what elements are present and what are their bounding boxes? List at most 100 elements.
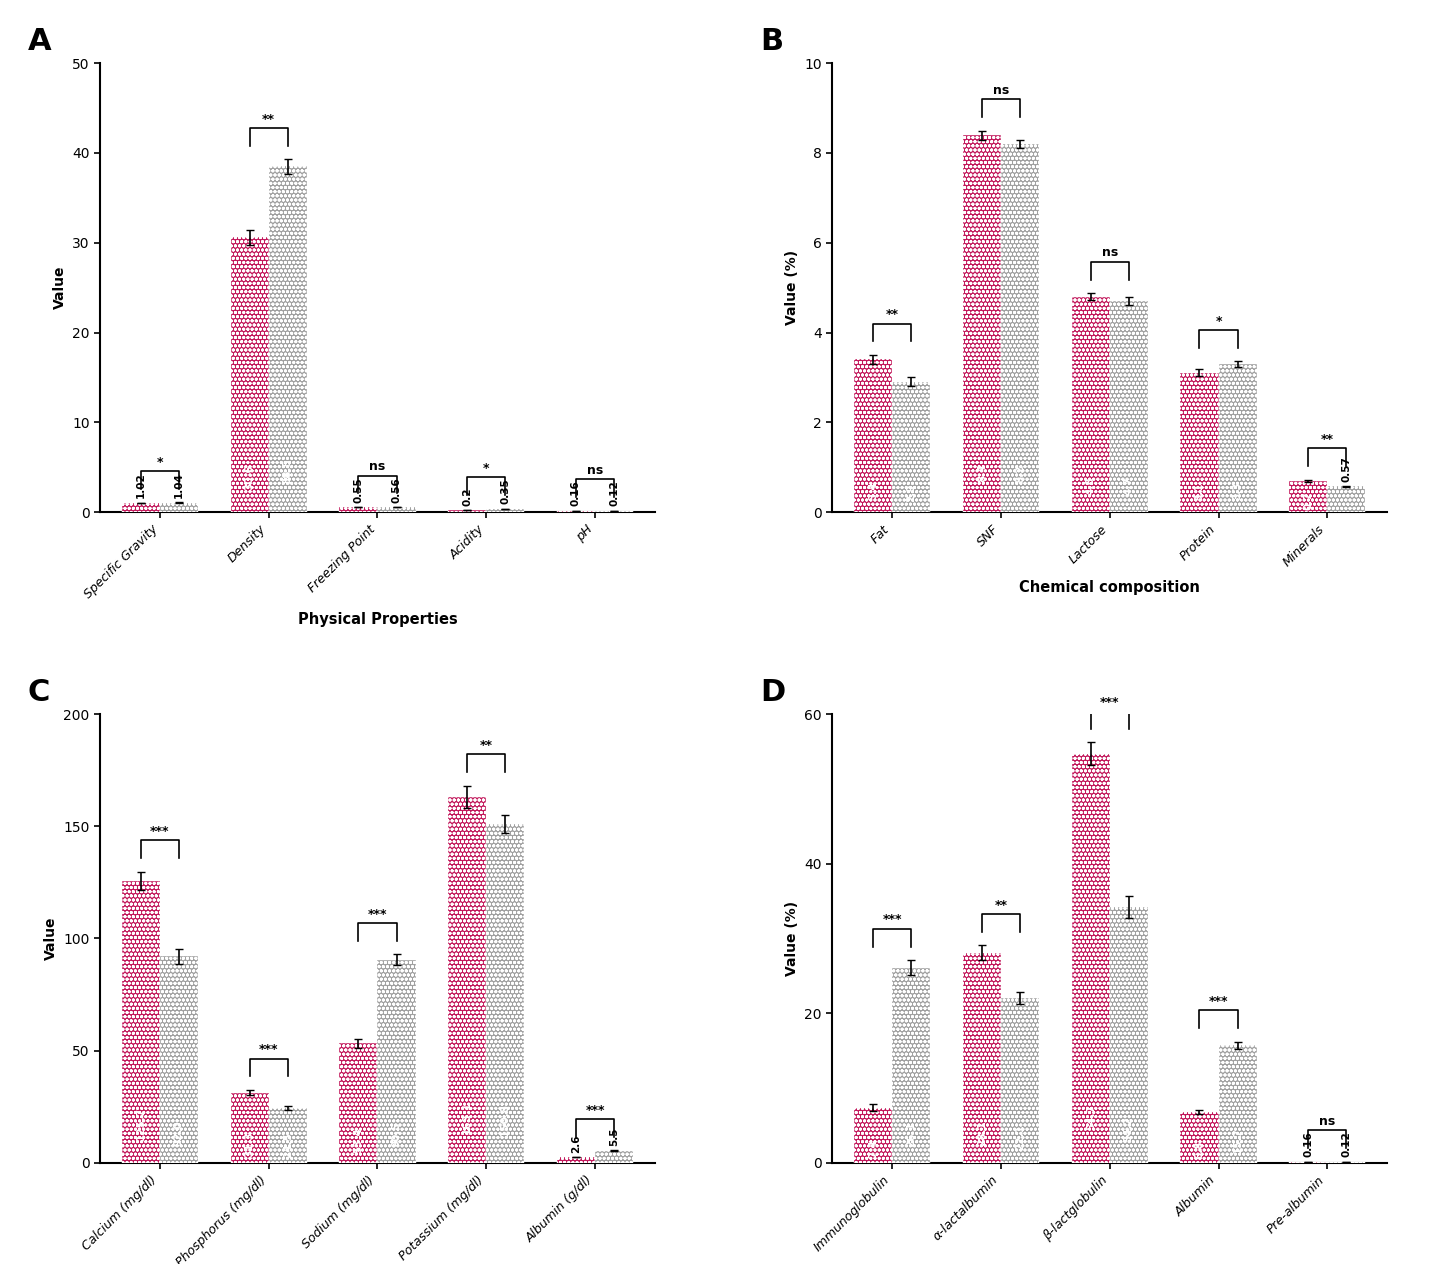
Bar: [1290, 480, 1327, 512]
Text: 5.5: 5.5: [609, 1127, 619, 1146]
Text: 28.1: 28.1: [977, 1120, 987, 1146]
Bar: [486, 509, 525, 512]
Bar: [160, 503, 197, 512]
Bar: [556, 511, 595, 512]
Text: 0.12: 0.12: [609, 480, 619, 507]
Bar: [892, 382, 931, 512]
Bar: [448, 796, 486, 1163]
Bar: [962, 135, 1001, 512]
Y-axis label: Value (%): Value (%): [785, 901, 799, 976]
Bar: [1110, 908, 1148, 1163]
Text: 0.35: 0.35: [500, 479, 511, 504]
Text: *: *: [157, 456, 163, 469]
Text: A: A: [29, 28, 51, 57]
Text: 0.55: 0.55: [353, 477, 363, 503]
Bar: [1001, 144, 1040, 512]
Text: ***: ***: [585, 1103, 605, 1116]
Text: **: **: [1321, 434, 1334, 446]
Text: 163.1: 163.1: [462, 1101, 472, 1134]
Text: 15.7: 15.7: [1233, 1127, 1243, 1154]
Text: 1.02: 1.02: [136, 473, 146, 498]
Text: 1.04: 1.04: [174, 473, 184, 498]
Text: 53.4: 53.4: [353, 1127, 363, 1153]
Text: 34.2: 34.2: [1124, 1116, 1134, 1143]
Text: **: **: [885, 308, 898, 321]
Bar: [339, 1043, 378, 1163]
Bar: [854, 359, 892, 512]
Bar: [378, 959, 416, 1163]
Y-axis label: Value (%): Value (%): [785, 250, 799, 325]
Bar: [160, 957, 197, 1163]
Bar: [1001, 997, 1040, 1163]
Text: B: B: [761, 28, 784, 57]
Y-axis label: Value: Value: [44, 916, 57, 961]
Text: 38.5: 38.5: [283, 459, 293, 484]
Text: ***: ***: [1100, 695, 1120, 709]
Text: 90.5: 90.5: [392, 1121, 402, 1146]
Bar: [1180, 373, 1218, 512]
X-axis label: Chemical composition: Chemical composition: [1020, 580, 1200, 595]
Text: *: *: [483, 463, 489, 475]
Text: 31.3: 31.3: [245, 1131, 255, 1158]
Text: 0.16: 0.16: [571, 480, 581, 506]
Text: ns: ns: [369, 460, 386, 473]
Text: 26.1: 26.1: [907, 1121, 917, 1148]
Text: 0.7: 0.7: [1303, 490, 1313, 509]
Text: 8.2: 8.2: [1015, 464, 1025, 483]
Bar: [269, 167, 307, 512]
Bar: [122, 503, 160, 512]
Text: 7.4: 7.4: [868, 1140, 878, 1158]
Text: 125.7: 125.7: [136, 1107, 146, 1140]
Bar: [230, 1092, 269, 1163]
Text: 3.4: 3.4: [868, 482, 878, 499]
Text: 4.8: 4.8: [1085, 477, 1095, 494]
Text: ***: ***: [1208, 995, 1228, 1007]
Legend: Normal Milk, SCM Milk: Normal Milk, SCM Milk: [851, 124, 992, 191]
Text: ***: ***: [150, 825, 170, 838]
Bar: [892, 968, 931, 1163]
Bar: [378, 507, 416, 512]
Bar: [269, 1107, 307, 1163]
Y-axis label: Value: Value: [53, 265, 67, 310]
Text: ***: ***: [259, 1043, 279, 1057]
Bar: [1110, 301, 1148, 512]
Bar: [962, 953, 1001, 1163]
Bar: [556, 1157, 595, 1163]
Text: 0.2: 0.2: [462, 487, 472, 506]
Text: D: D: [761, 678, 785, 707]
Bar: [339, 507, 378, 512]
Text: 0.56: 0.56: [392, 477, 402, 503]
Text: 3.3: 3.3: [1233, 482, 1243, 501]
Text: 2.6: 2.6: [571, 1134, 581, 1153]
Text: 6.8: 6.8: [1194, 1140, 1204, 1159]
Bar: [1218, 364, 1257, 512]
Bar: [1327, 487, 1366, 512]
Text: 24.5: 24.5: [283, 1133, 293, 1159]
Text: **: **: [479, 739, 493, 752]
Bar: [486, 824, 525, 1163]
Text: 8.4: 8.4: [977, 464, 987, 482]
Bar: [854, 1107, 892, 1163]
Text: ns: ns: [992, 83, 1010, 97]
Text: 2.9: 2.9: [907, 483, 917, 502]
Text: 22.1: 22.1: [1015, 1124, 1025, 1150]
Text: C: C: [29, 678, 50, 707]
Text: 4.7: 4.7: [1124, 477, 1134, 495]
Bar: [448, 511, 486, 512]
Text: 92.0: 92.0: [174, 1121, 184, 1146]
Text: 0.16: 0.16: [1303, 1131, 1313, 1158]
Text: **: **: [994, 899, 1008, 911]
Bar: [595, 1150, 633, 1163]
Text: ***: ***: [368, 908, 388, 920]
Bar: [230, 238, 269, 512]
X-axis label: Physical Properties: Physical Properties: [297, 612, 458, 627]
Text: 0.12: 0.12: [1341, 1131, 1351, 1158]
Bar: [122, 881, 160, 1163]
Text: 3.1: 3.1: [1194, 483, 1204, 501]
Bar: [1218, 1045, 1257, 1163]
Text: ns: ns: [586, 464, 603, 477]
Text: ns: ns: [1318, 1115, 1336, 1127]
Text: 30.6: 30.6: [245, 464, 255, 490]
Bar: [1071, 297, 1110, 512]
Text: **: **: [262, 112, 275, 125]
